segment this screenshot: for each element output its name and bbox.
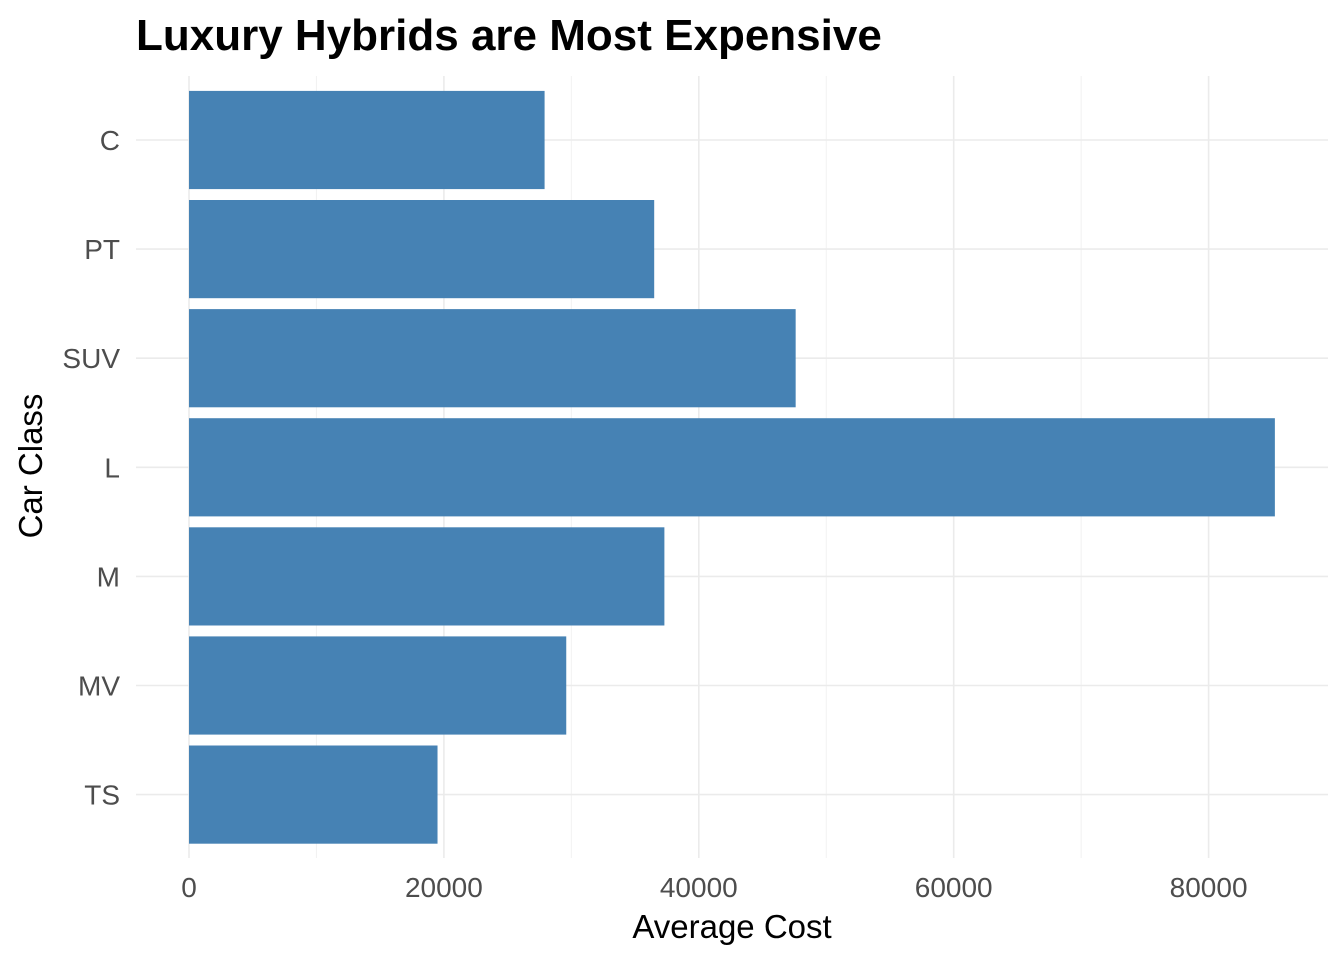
x-tick-label: 0 — [181, 872, 197, 903]
bars-group — [189, 90, 1275, 844]
bar-m — [189, 527, 665, 626]
bar-pt — [189, 200, 655, 299]
x-tick-label: 60000 — [915, 872, 993, 903]
bar-c — [189, 90, 545, 190]
y-axis-title: Car Class — [12, 394, 49, 539]
bar-ts — [189, 745, 438, 844]
y-tick-label-m: M — [97, 561, 120, 592]
y-tick-label-mv: MV — [78, 671, 120, 702]
x-axis-title: Average Cost — [632, 908, 831, 945]
y-axis-tick-labels: C PT SUV L M MV TS — [62, 125, 120, 811]
y-tick-label-pt: PT — [84, 234, 120, 265]
x-axis-tick-labels: 0 20000 40000 60000 80000 — [181, 872, 1247, 903]
y-tick-label-c: C — [100, 125, 120, 156]
bar-mv — [189, 636, 567, 735]
x-tick-label: 20000 — [405, 872, 483, 903]
chart-title: Luxury Hybrids are Most Expensive — [136, 11, 882, 60]
y-tick-label-l: L — [104, 452, 120, 483]
x-tick-label: 80000 — [1170, 872, 1248, 903]
bar-suv — [189, 309, 796, 408]
x-tick-label: 40000 — [660, 872, 738, 903]
bar-l — [189, 418, 1275, 517]
y-tick-label-suv: SUV — [62, 343, 120, 374]
y-tick-label-ts: TS — [84, 780, 120, 811]
